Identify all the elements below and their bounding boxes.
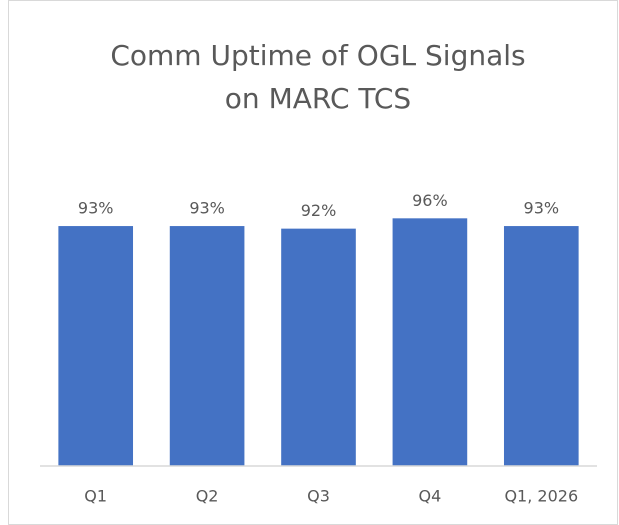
x-tick-label: Q4 [419,487,442,506]
chart-title: Comm Uptime of OGL Signals [110,39,525,72]
x-tick-label: Q1 [84,487,107,506]
bar [392,218,468,466]
data-label: 92% [301,201,337,220]
bar [281,228,356,466]
data-label: 96% [412,191,448,210]
bar [169,226,245,466]
x-tick-label: Q2 [196,487,219,506]
data-label: 93% [189,199,225,218]
chart-title: on MARC TCS [225,82,411,115]
data-label: 93% [78,199,114,218]
bar [503,226,579,466]
x-tick-label: Q1, 2026 [504,487,578,506]
bar [58,226,134,466]
data-label: 93% [524,199,560,218]
x-tick-label: Q3 [307,487,330,506]
